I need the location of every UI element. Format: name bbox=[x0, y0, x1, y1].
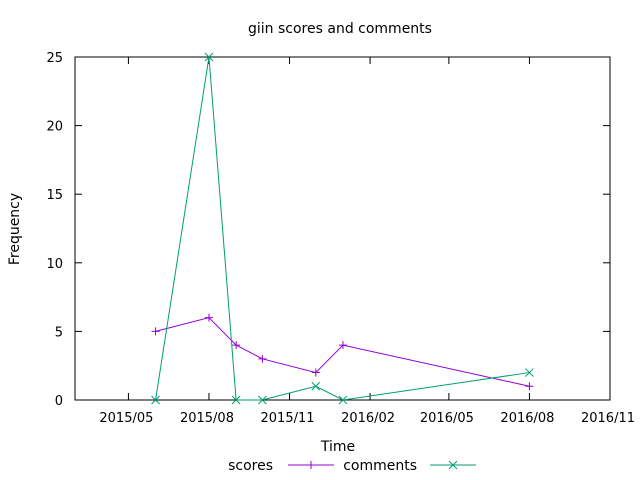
series-layer bbox=[151, 52, 534, 405]
scores-point bbox=[258, 354, 267, 363]
x-axis: 2015/05 2015/08 2015/11 2016/02 2016/05 2016/… bbox=[99, 57, 635, 426]
scores-point bbox=[151, 327, 160, 336]
series-scores bbox=[151, 313, 534, 391]
y-axis-title: Frequency bbox=[7, 193, 23, 265]
x-tick-label: 2016/05 bbox=[420, 411, 474, 426]
comments-point bbox=[338, 395, 348, 405]
comments-point bbox=[204, 52, 214, 62]
y-tick-label: 0 bbox=[55, 394, 63, 409]
x-tick-label: 2016/02 bbox=[341, 411, 395, 426]
y-axis: 0 5 10 15 20 25 bbox=[46, 51, 610, 409]
x-tick-label: 2015/05 bbox=[99, 411, 153, 426]
scores-point bbox=[311, 368, 320, 377]
comments-point bbox=[151, 395, 160, 405]
x-tick-label: 2016/08 bbox=[500, 411, 554, 426]
legend-marker-comments bbox=[448, 460, 458, 470]
chart-title: giin scores and comments bbox=[248, 21, 432, 37]
y-tick-label: 10 bbox=[46, 257, 63, 272]
x-tick-label: 2016/11 bbox=[581, 411, 635, 426]
y-tick-label: 20 bbox=[46, 120, 63, 135]
scores-point bbox=[525, 382, 534, 391]
scores-line bbox=[155, 317, 530, 387]
legend-marker-scores bbox=[307, 461, 315, 469]
x-axis-title: Time bbox=[320, 439, 355, 455]
y-tick-label: 15 bbox=[46, 188, 63, 203]
comments-point bbox=[311, 381, 321, 391]
scores-point bbox=[232, 341, 241, 350]
x-tick-label: 2015/11 bbox=[261, 411, 315, 426]
x-tick-label: 2015/08 bbox=[180, 411, 234, 426]
y-tick-label: 5 bbox=[55, 325, 63, 340]
comments-point bbox=[231, 395, 241, 405]
scores-point bbox=[338, 341, 347, 350]
legend-label-comments: comments bbox=[343, 458, 417, 474]
legend: scores comments bbox=[228, 458, 476, 474]
comments-point bbox=[258, 395, 267, 405]
scores-point bbox=[204, 313, 213, 322]
y-tick-label: 25 bbox=[46, 51, 63, 66]
series-comments bbox=[151, 52, 534, 405]
legend-label-scores: scores bbox=[228, 458, 273, 474]
comments-point bbox=[525, 368, 534, 377]
